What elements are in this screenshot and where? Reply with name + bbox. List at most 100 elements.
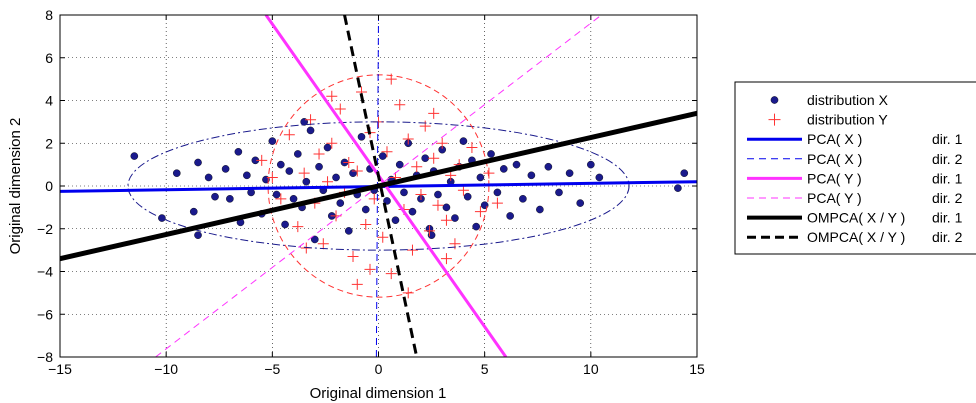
legend-label: OMPCA( X / Y ) xyxy=(807,210,905,226)
distribution-x-point xyxy=(332,173,340,182)
x-tick-label: −15 xyxy=(48,361,72,377)
distribution-x-point xyxy=(434,190,442,199)
distribution-y-point xyxy=(415,189,427,201)
distribution-y-point xyxy=(266,171,278,183)
distribution-x-point xyxy=(674,184,682,192)
distribution-y-point xyxy=(436,137,448,149)
distribution-x-point xyxy=(400,188,408,197)
distribution-x-point xyxy=(472,222,480,231)
distribution-x-point xyxy=(680,169,689,177)
distribution-y-point xyxy=(351,278,363,290)
grid xyxy=(60,15,697,357)
distribution-x-point xyxy=(272,190,281,199)
distribution-x-point xyxy=(189,207,198,216)
direction-line xyxy=(60,110,697,262)
distribution-x-point xyxy=(130,152,139,160)
distribution-y-point xyxy=(334,103,346,115)
distribution-x-point xyxy=(234,147,243,156)
x-tick-label: −10 xyxy=(154,361,178,377)
distribution-x-point xyxy=(277,160,285,169)
distribution-y-point xyxy=(313,148,325,160)
y-tick-label: 8 xyxy=(45,7,53,23)
distribution-y-point xyxy=(351,165,363,177)
distribution-x-point xyxy=(294,150,302,158)
distribution-x-point xyxy=(421,154,430,163)
distribution-y-point xyxy=(305,114,317,126)
legend-box xyxy=(734,81,976,255)
legend-direction: dir. 2 xyxy=(932,190,963,206)
distribution-y-point xyxy=(256,154,268,166)
legend-label: PCA( X ) xyxy=(807,151,862,167)
legend-direction: dir. 1 xyxy=(932,170,963,186)
distribution-x-point xyxy=(194,158,202,167)
distribution-x-point xyxy=(408,207,417,216)
direction-line xyxy=(343,15,419,357)
x-tick-label: 0 xyxy=(375,361,383,377)
x-axis-label: Original dimension 1 xyxy=(310,385,447,402)
legend-label: PCA( X ) xyxy=(807,131,862,147)
distribution-x-point xyxy=(221,165,230,173)
legend-label: distribution Y xyxy=(807,112,888,128)
distribution-y-point xyxy=(275,193,287,205)
distribution-x-point xyxy=(487,150,495,158)
distribution-x-point xyxy=(310,235,319,244)
distribution-y-point xyxy=(347,251,359,263)
legend-marker xyxy=(768,113,781,126)
distribution-y-point xyxy=(368,193,380,205)
legend-direction: dir. 1 xyxy=(932,210,963,226)
x-tick-label: 5 xyxy=(481,361,489,377)
legend-marker xyxy=(770,96,779,104)
distribution-y-point xyxy=(360,218,372,230)
distribution-y-point xyxy=(474,206,486,218)
distribution-x-point xyxy=(442,203,451,212)
distribution-y-point xyxy=(394,99,406,111)
distribution-x-point xyxy=(595,173,604,182)
distribution-x-point xyxy=(315,162,323,171)
confidence-ellipse xyxy=(127,121,630,251)
x-tick-label: 15 xyxy=(689,361,705,377)
distribution-y-point xyxy=(343,156,355,168)
axis-ticks: −15 −10 −5 0 5 10 15 −8 −6 −4 −2 0 2 4 6 8 xyxy=(37,7,705,377)
distribution-y-point xyxy=(466,142,478,154)
x-tick-label: 10 xyxy=(583,361,599,377)
legend-label: PCA( Y ) xyxy=(807,170,862,186)
legend-label: distribution X xyxy=(807,92,889,108)
legend-label: PCA( Y ) xyxy=(807,190,862,206)
distribution-x-point xyxy=(378,152,387,160)
distribution-x-point xyxy=(519,195,527,203)
distribution-y-point xyxy=(364,263,376,275)
distribution-y-point xyxy=(406,244,418,256)
distribution-x-point xyxy=(211,192,219,201)
distribution-y-point xyxy=(377,231,389,243)
distribution-y-point xyxy=(432,199,444,211)
y-tick-label: −2 xyxy=(37,221,53,237)
distribution-x-point xyxy=(361,205,370,214)
distribution-y-point xyxy=(402,133,414,145)
distribution-x-point xyxy=(463,192,472,201)
distribution-x-point xyxy=(544,162,553,171)
distribution-y-point xyxy=(440,214,452,226)
distribution-x-point xyxy=(306,126,315,135)
distribution-x-point xyxy=(499,165,508,173)
legend-direction: dir. 2 xyxy=(932,229,963,245)
y-tick-label: −8 xyxy=(37,349,53,365)
distribution-x-point xyxy=(451,214,459,222)
y-tick-label: −6 xyxy=(37,306,53,322)
distribution-y-point xyxy=(381,146,393,158)
legend: distribution X distribution Y PCA( X ) dir.… xyxy=(734,81,976,255)
distribution-y-point xyxy=(419,120,431,132)
distribution-x-point xyxy=(576,199,585,207)
distribution-x-point xyxy=(512,160,521,169)
distribution-y-point xyxy=(411,161,423,173)
distribution-x-point xyxy=(391,216,400,224)
distribution-x-point xyxy=(587,160,595,169)
distribution-x-point xyxy=(506,212,514,220)
distribution-x-point xyxy=(226,195,234,203)
distribution-y-point xyxy=(322,176,334,188)
distribution-x-point xyxy=(459,137,468,145)
distribution-x-point xyxy=(285,167,294,175)
distribution-x-point xyxy=(476,173,485,182)
y-tick-label: 6 xyxy=(45,50,53,66)
plot-content xyxy=(60,15,697,357)
